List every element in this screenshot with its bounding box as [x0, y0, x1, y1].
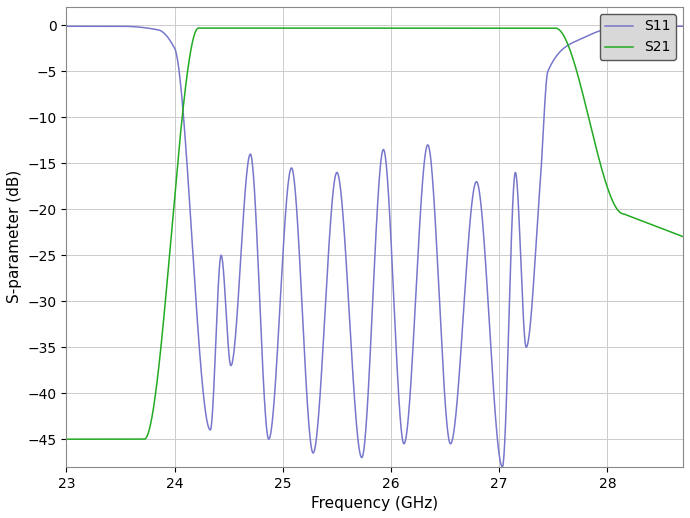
- S11: [454, 385, 462, 391]
- S21: [62, 436, 70, 442]
- Y-axis label: S-parameter (dB): S-parameter (dB): [7, 170, 22, 304]
- S21: [520, 25, 528, 31]
- S21: [93, 436, 101, 442]
- S21: [553, 25, 561, 32]
- X-axis label: Frequency (GHz): Frequency (GHz): [311, 496, 438, 511]
- S21: [454, 25, 462, 31]
- S11: [286, 169, 294, 176]
- S21: [195, 25, 203, 31]
- S21: [427, 25, 435, 31]
- S11: [498, 464, 506, 470]
- Line: S11: S11: [66, 26, 683, 467]
- S21: [679, 234, 687, 240]
- S11: [427, 161, 435, 167]
- S11: [520, 320, 528, 326]
- Legend: S11, S21: S11, S21: [600, 14, 676, 60]
- S11: [679, 23, 687, 30]
- S11: [93, 23, 101, 30]
- S21: [286, 25, 294, 31]
- S11: [62, 23, 70, 30]
- Line: S21: S21: [66, 28, 683, 439]
- S11: [553, 53, 561, 59]
